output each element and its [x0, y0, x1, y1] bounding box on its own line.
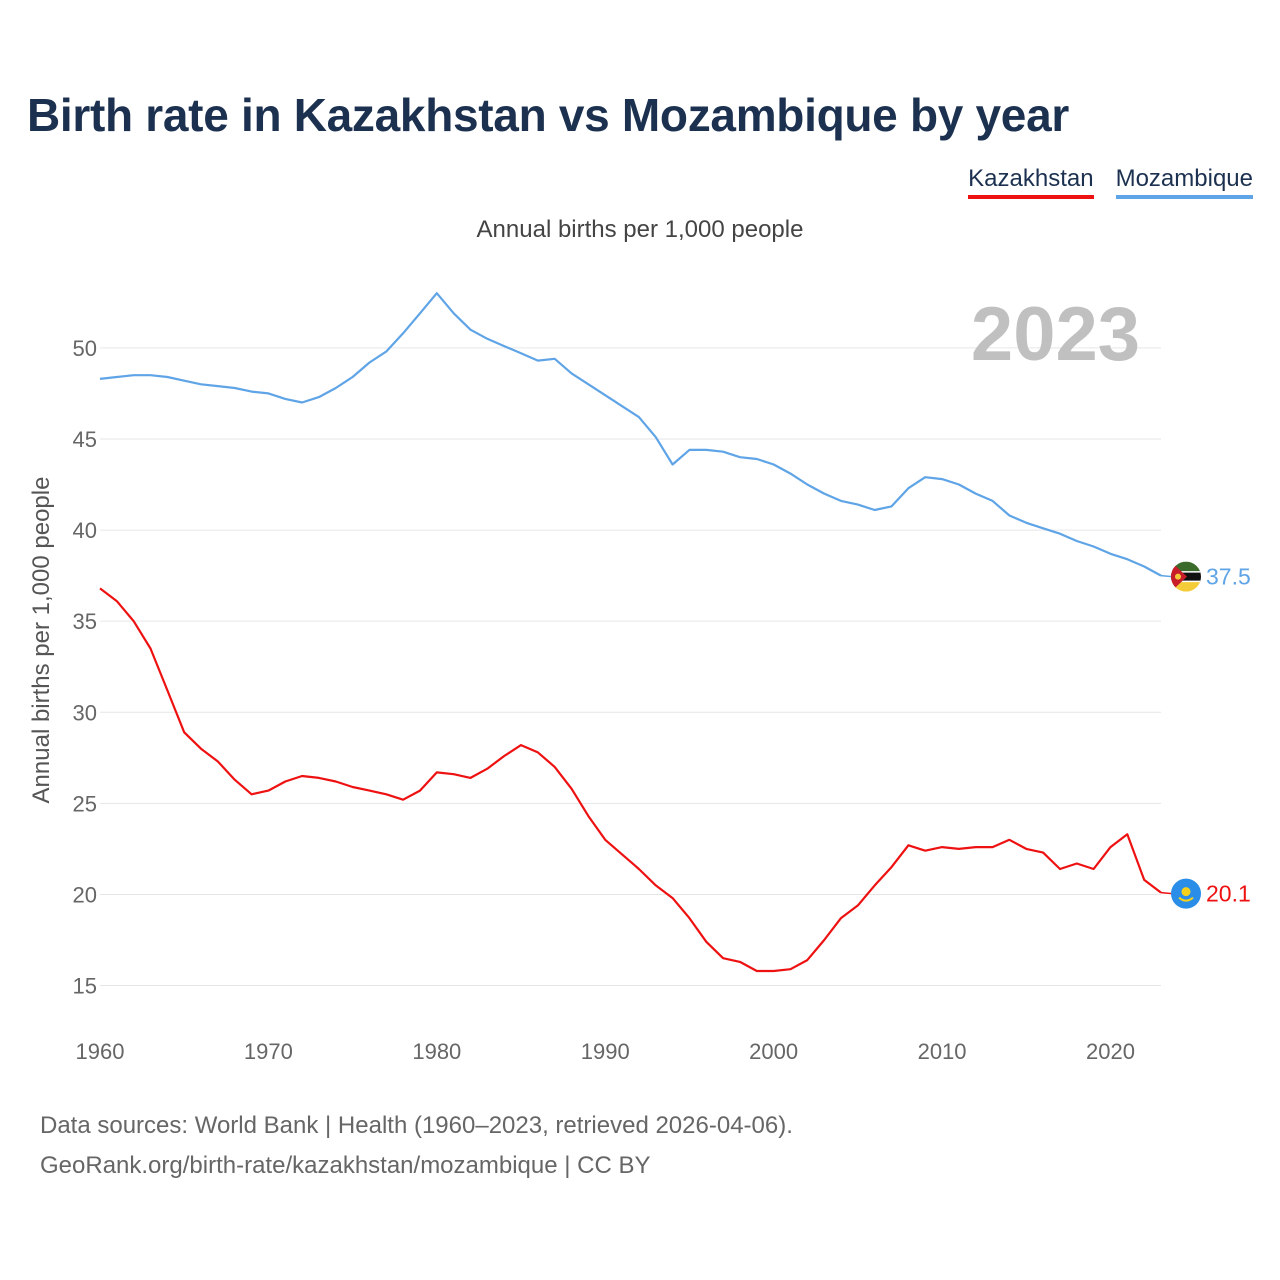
x-tick-label: 2020: [1086, 1039, 1135, 1064]
flag-fimbriation: [1171, 571, 1201, 573]
source-line-2[interactable]: GeoRank.org/birth-rate/kazakhstan/mozamb…: [40, 1152, 651, 1179]
y-tick-label: 40: [73, 518, 97, 543]
legend-item-mozambique[interactable]: Mozambique: [1115, 165, 1253, 199]
kazakhstan-flag-icon: [1171, 878, 1201, 909]
mozambique-flag-icon: [1171, 561, 1201, 592]
y-tick-label: 35: [73, 609, 97, 634]
current-year-label: 2023: [971, 292, 1140, 377]
x-tick-label: 1990: [581, 1039, 630, 1064]
x-axis-ticks: 1960 1970 1980 1990 2000 2010 2020: [76, 1039, 1135, 1064]
x-tick-label: 2000: [749, 1039, 798, 1064]
flag-eagle: [1178, 896, 1194, 902]
end-connector: [1160, 574, 1173, 578]
x-tick-label: 2010: [918, 1039, 967, 1064]
y-tick-label: 15: [73, 974, 97, 999]
end-value-label-kazakhstan: 20.1: [1206, 881, 1251, 907]
y-tick-label: 50: [73, 336, 97, 361]
series-line-kazakhstan[interactable]: [99, 587, 1162, 973]
flag-stripe-yellow: [1171, 581, 1201, 592]
chart-title: Birth rate in Kazakhstan vs Mozambique b…: [27, 89, 1069, 141]
legend-item-kazakhstan[interactable]: Kazakhstan: [968, 165, 1094, 199]
y-tick-label: 20: [73, 882, 97, 907]
chart-subtitle: Annual births per 1,000 people: [476, 216, 804, 243]
y-tick-label: 30: [73, 700, 97, 725]
y-tick-label: 45: [73, 427, 97, 452]
y-axis-ticks: 15 20 25 30 35 40 45 50: [73, 336, 97, 999]
flag-fimbriation: [1171, 580, 1201, 583]
flag-stripe-green: [1171, 561, 1201, 572]
end-connector: [1160, 891, 1173, 895]
legend: Kazakhstan Mozambique: [968, 165, 1253, 199]
end-markers: 20.1 37.5: [1160, 561, 1251, 909]
y-tick-label: 25: [73, 791, 97, 816]
x-tick-label: 1970: [244, 1039, 293, 1064]
flag-sun: [1181, 887, 1191, 897]
series-lines: [99, 292, 1162, 973]
series-line-mozambique[interactable]: [99, 292, 1162, 577]
flag-star: [1175, 573, 1181, 580]
x-tick-label: 1960: [76, 1039, 125, 1064]
source-line-1: Data sources: World Bank | Health (1960–…: [40, 1112, 793, 1139]
source-note: Data sources: World Bank | Health (1960–…: [40, 1106, 793, 1186]
end-value-label-mozambique: 37.5: [1206, 564, 1251, 590]
x-tick-label: 1980: [412, 1039, 461, 1064]
gridlines: [100, 347, 1161, 987]
flag-body: [1171, 561, 1201, 592]
